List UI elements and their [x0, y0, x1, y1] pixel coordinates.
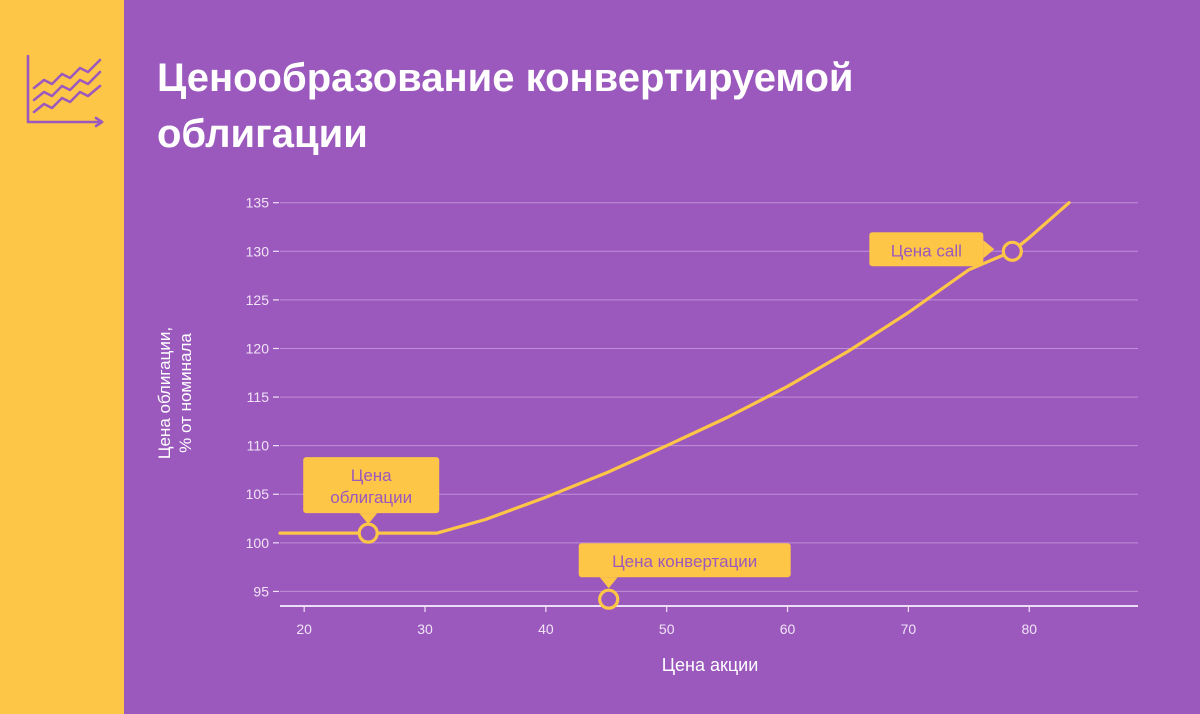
callout-label: Цена [351, 466, 392, 485]
callout-marker [357, 522, 379, 544]
callout-label: Цена call [891, 241, 962, 260]
y-axis-label-line: Цена облигации, [155, 326, 174, 460]
x-tick-label: 30 [417, 621, 433, 637]
side-accent-strip [0, 0, 124, 714]
y-tick-label: 130 [246, 243, 270, 259]
y-tick-label: 115 [247, 389, 270, 405]
callout-label: Цена конвертации [612, 552, 757, 571]
x-tick-label: 20 [296, 621, 312, 637]
line-chart-icon [26, 54, 104, 128]
y-tick-label: 95 [253, 583, 269, 599]
page-title: Ценообразование конвертируемой облигации [157, 50, 1117, 162]
callout-pointer [359, 513, 378, 525]
x-axis-label: Цена акции [661, 655, 759, 675]
x-tick-label: 80 [1021, 621, 1037, 637]
y-axis-label-line: % от номинала [176, 333, 195, 453]
x-tick-label: 70 [901, 621, 917, 637]
x-tick-label: 40 [538, 621, 554, 637]
callout-marker [598, 588, 620, 610]
x-tick-label: 50 [659, 621, 675, 637]
y-tick-label: 120 [246, 340, 270, 356]
callout-label: облигации [330, 488, 412, 507]
callout-marker [1001, 240, 1023, 262]
title-line-2: облигации [157, 112, 368, 156]
callout-1: Цена облигации [303, 457, 440, 544]
y-tick-label: 105 [246, 486, 270, 502]
callout-pointer [599, 577, 618, 589]
y-tick-label: 100 [246, 535, 270, 551]
callout-box [303, 457, 440, 514]
y-tick-label: 135 [246, 195, 270, 211]
x-tick-label: 60 [780, 621, 796, 637]
y-tick-label: 125 [246, 292, 270, 308]
y-tick-label: 110 [247, 438, 270, 454]
y-axis-label: Цена облигации,% от номинала [154, 243, 196, 543]
callout-box [578, 543, 791, 578]
callout-3: Цена call [869, 232, 1023, 267]
callout-2: Цена конвертации [578, 543, 791, 610]
callout-pointer [983, 240, 995, 259]
title-line-1: Ценообразование конвертируемой [157, 56, 854, 100]
callout-box [869, 232, 984, 267]
